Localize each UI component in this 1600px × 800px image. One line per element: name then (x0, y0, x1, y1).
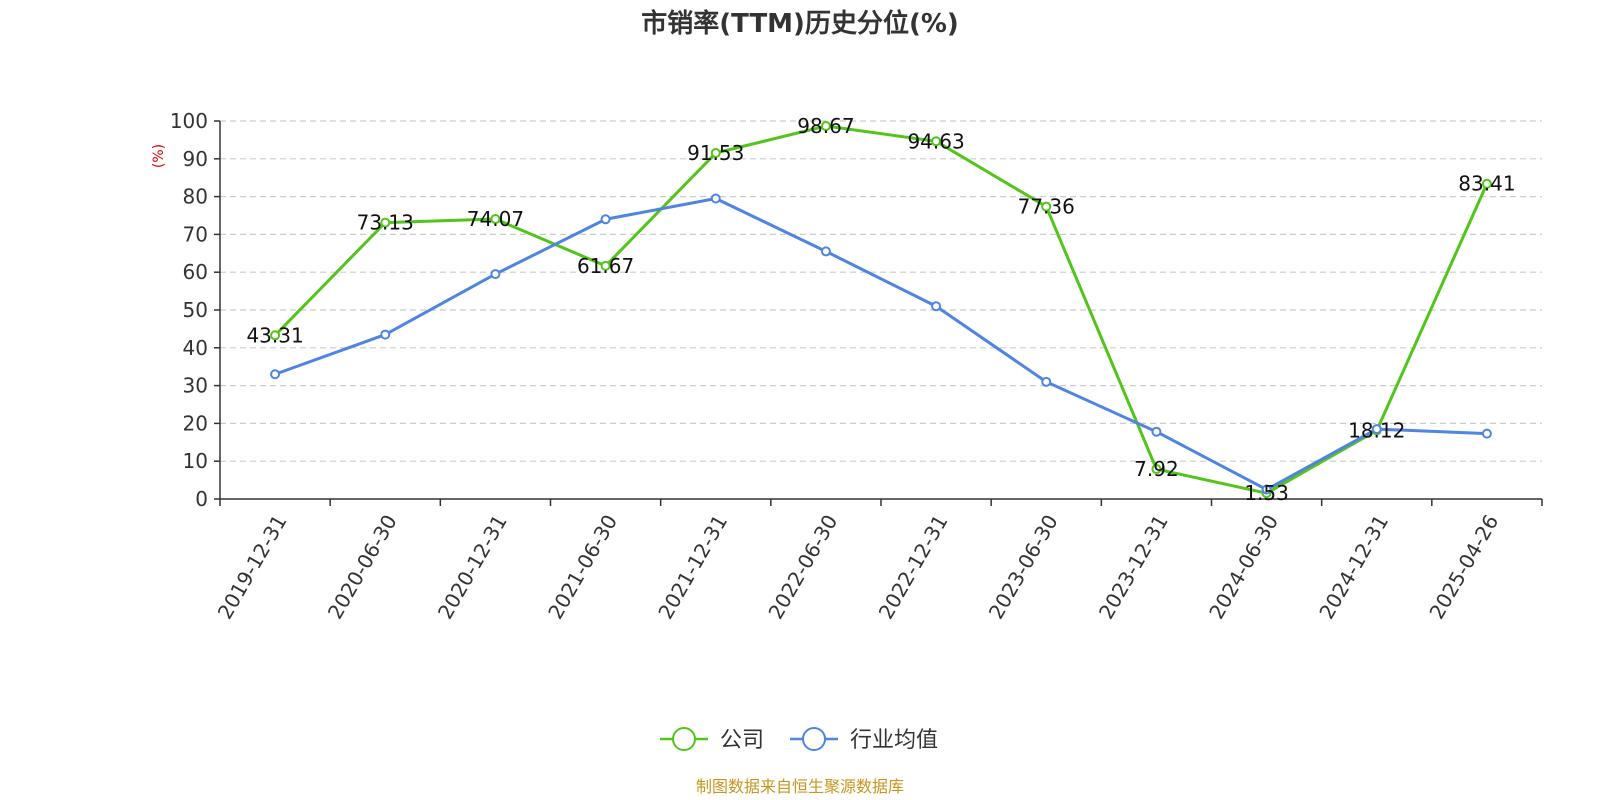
x-tick-label: 2024-06-30 (1204, 511, 1283, 624)
axes: 0 10 20 30 40 50 60 70 80 90 100 2019-12-31 2020-06-… (170, 109, 1543, 624)
legend-label: 公司 (720, 728, 764, 753)
data-point[interactable] (380, 217, 391, 228)
series-line (274, 196, 1487, 492)
x-tick-label: 2022-06-30 (763, 511, 842, 624)
data-point[interactable] (1371, 424, 1382, 435)
data-point[interactable] (710, 193, 721, 204)
x-tick-label: 2023-12-31 (1094, 511, 1173, 624)
data-label: 61.67 (577, 254, 634, 278)
legend[interactable]: 公司 行业均值 (660, 727, 938, 753)
legend-item-company[interactable]: 公司 (660, 727, 764, 753)
data-labels: 43.31 73.13 74.07 61.67 91.53 98.67 94.63 77.36… (246, 114, 1515, 505)
data-point[interactable] (600, 214, 611, 225)
x-tick-label: 2020-06-30 (323, 511, 402, 624)
data-label: 74.07 (467, 207, 524, 231)
x-tick-label: 2020-12-31 (433, 510, 512, 623)
y-tick-label: 70 (183, 222, 208, 246)
legend-marker (672, 727, 696, 751)
data-point[interactable] (1151, 464, 1162, 475)
series-company (270, 121, 1492, 499)
data-point[interactable] (1261, 484, 1272, 495)
data-point[interactable] (490, 269, 501, 280)
data-point[interactable] (270, 330, 281, 341)
data-point[interactable] (1041, 376, 1052, 387)
x-tick-label: 2024-12-31 (1314, 511, 1393, 624)
data-point[interactable] (1481, 178, 1492, 189)
data-label: 1.53 (1244, 481, 1289, 505)
data-point[interactable] (820, 121, 831, 132)
data-point[interactable] (820, 246, 831, 257)
series-line (274, 124, 1489, 495)
legend-item-industry-avg[interactable]: 行业均值 (790, 727, 938, 753)
data-label: 43.31 (246, 323, 303, 347)
y-tick-label: 30 (183, 374, 208, 398)
x-tick-label: 2023-06-30 (984, 511, 1063, 624)
legend-label: 行业均值 (850, 728, 938, 753)
data-point[interactable] (490, 214, 501, 225)
y-tick-label: 50 (183, 298, 208, 322)
legend-marker (802, 727, 826, 751)
data-point[interactable] (1041, 201, 1052, 212)
y-tick-label: 10 (183, 449, 208, 473)
data-label: 83.41 (1458, 172, 1515, 196)
data-point[interactable] (931, 136, 942, 147)
y-axis-label: (%) (151, 144, 167, 168)
data-point[interactable] (1481, 428, 1492, 439)
y-tick-label: 60 (183, 260, 208, 284)
y-tick-label: 80 (183, 185, 208, 209)
data-label: 94.63 (907, 129, 964, 153)
x-tick-label: 2021-12-31 (653, 511, 732, 624)
data-label: 7.92 (1134, 457, 1179, 481)
data-point[interactable] (1151, 426, 1162, 437)
y-tick-label: 0 (195, 487, 208, 511)
x-tick-label: 2022-12-31 (874, 510, 953, 623)
data-point[interactable] (600, 260, 611, 271)
data-point[interactable] (710, 148, 721, 159)
series-layer (270, 121, 1492, 499)
x-tick-label: 2025-04-26 (1424, 511, 1503, 624)
y-tick-label: 20 (183, 411, 208, 435)
data-label: 91.53 (687, 141, 744, 165)
data-label: 77.36 (1018, 195, 1075, 219)
data-label: 73.13 (357, 211, 414, 235)
data-point[interactable] (380, 329, 391, 340)
source-note: 制图数据来自恒生聚源数据库 (696, 777, 904, 796)
data-label: 18.12 (1348, 419, 1405, 443)
chart-title: 市销率(TTM)历史分位(%) (641, 8, 959, 39)
data-label: 98.67 (797, 114, 854, 138)
series-industry-avg (270, 193, 1492, 495)
x-tick-label: 2021-06-30 (543, 511, 622, 624)
x-tick-label: 2019-12-31 (213, 511, 292, 624)
grid-lines (220, 120, 1542, 462)
y-tick-label: 100 (170, 109, 208, 133)
y-tick-label: 40 (183, 336, 208, 360)
y-tick-label: 90 (183, 147, 208, 171)
data-point[interactable] (931, 301, 942, 312)
data-point[interactable] (270, 369, 281, 380)
